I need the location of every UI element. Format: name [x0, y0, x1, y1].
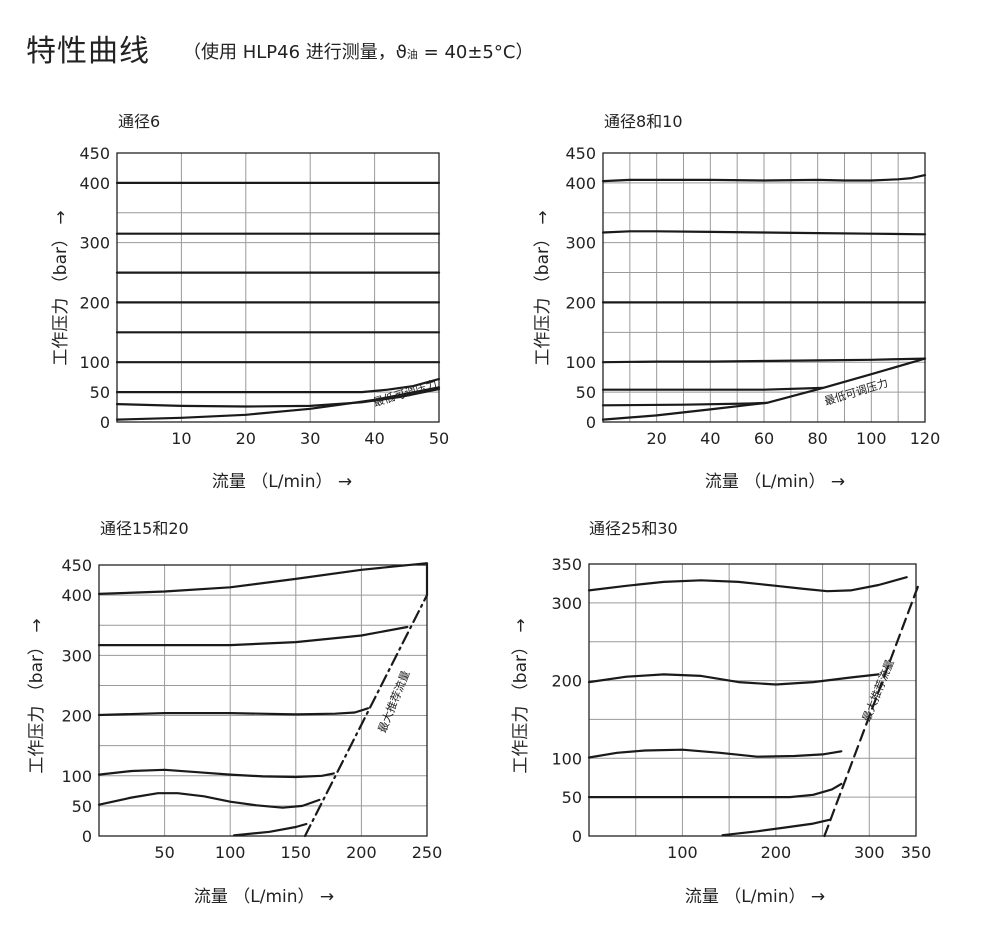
curve-annotation: 最低可调压力 — [372, 378, 439, 410]
curve-0 — [97, 562, 429, 597]
plot-frame — [588, 563, 917, 837]
subtitle-prefix: （使用 HLP46 进行测量，ϑ — [183, 42, 407, 63]
plot-frame — [116, 152, 440, 423]
y-tick-label: 300 — [61, 646, 92, 665]
y-tick-label: 300 — [551, 594, 582, 613]
y-tick-label: 50 — [72, 797, 92, 816]
x-tick-label: 60 — [754, 429, 774, 448]
x-tick-label: 80 — [807, 429, 827, 448]
curve-3 — [601, 357, 927, 364]
x-axis-label: 流量 （L/min） → — [685, 887, 825, 907]
x-tick-label: 40 — [700, 429, 720, 448]
x-tick-label: 300 — [854, 843, 885, 862]
curve-5 — [823, 583, 920, 838]
x-tick-label: 100 — [667, 843, 698, 862]
x-tick-label: 30 — [300, 429, 320, 448]
x-tick-label: 350 — [901, 843, 932, 862]
x-tick-label: 40 — [364, 429, 384, 448]
curve-6 — [303, 593, 429, 838]
curve-3 — [587, 782, 843, 799]
y-tick-label: 0 — [572, 827, 582, 846]
x-tick-label: 200 — [761, 843, 792, 862]
y-tick-label: 350 — [551, 555, 582, 574]
curve-annotation: 最大推荐流量 — [375, 668, 413, 734]
x-tick-label: 20 — [236, 429, 256, 448]
x-tick-label: 120 — [910, 429, 941, 448]
curve-1 — [601, 230, 927, 236]
x-tick-label: 100 — [856, 429, 887, 448]
y-tick-label: 450 — [565, 144, 596, 163]
y-tick-label: 300 — [565, 234, 596, 253]
curve-2 — [97, 707, 370, 717]
curve-4 — [721, 818, 832, 837]
curve-8 — [115, 386, 441, 421]
curve-0 — [601, 174, 927, 183]
x-axis-label: 流量 （L/min） → — [194, 887, 334, 907]
chart-title: 通径6 — [118, 112, 160, 131]
y-tick-label: 200 — [79, 293, 110, 312]
curve-1 — [97, 625, 409, 647]
page-title: 特性曲线 — [26, 34, 150, 69]
y-tick-label: 200 — [551, 672, 582, 691]
x-tick-label: 150 — [281, 843, 312, 862]
curve-7 — [115, 388, 441, 408]
curve-6 — [115, 377, 441, 394]
x-axis-label: 流量 （L/min） → — [212, 472, 352, 492]
y-tick-label: 50 — [90, 383, 110, 402]
curve-4 — [601, 386, 825, 391]
plot-frame — [602, 152, 926, 423]
y-tick-label: 0 — [586, 413, 596, 432]
y-tick-label: 50 — [576, 383, 596, 402]
y-tick-label: 400 — [565, 174, 596, 193]
x-tick-label: 100 — [215, 843, 246, 862]
plot-frame — [98, 564, 428, 837]
y-tick-label: 50 — [562, 788, 582, 807]
y-tick-label: 200 — [61, 707, 92, 726]
y-tick-label: 450 — [79, 144, 110, 163]
x-tick-label: 50 — [429, 429, 449, 448]
y-axis-label: 工作压力 （bar） → — [51, 210, 71, 365]
x-tick-label: 20 — [646, 429, 666, 448]
y-tick-label: 300 — [79, 234, 110, 253]
curve-6 — [601, 357, 927, 421]
subtitle-subscript: 油 — [406, 48, 418, 61]
x-axis-label: 流量 （L/min） → — [705, 472, 845, 492]
y-tick-label: 400 — [79, 174, 110, 193]
curve-2 — [587, 748, 843, 759]
y-tick-label: 0 — [82, 827, 92, 846]
y-tick-label: 200 — [565, 293, 596, 312]
y-tick-label: 100 — [79, 353, 110, 372]
y-tick-label: 100 — [551, 749, 582, 768]
x-tick-label: 10 — [171, 429, 191, 448]
x-tick-label: 200 — [346, 843, 377, 862]
chart-title: 通径8和10 — [604, 112, 683, 131]
curve-annotation: 最低可调压力 — [823, 376, 890, 408]
curve-3 — [97, 768, 335, 779]
y-tick-label: 0 — [100, 413, 110, 432]
y-axis-label: 工作压力 （bar） → — [27, 618, 47, 773]
y-tick-label: 100 — [565, 353, 596, 372]
chart-title: 通径25和30 — [589, 519, 678, 538]
y-tick-label: 450 — [61, 556, 92, 575]
curve-5 — [601, 401, 768, 407]
curve-annotation: 最大推荐流量 — [859, 657, 897, 723]
y-axis-label: 工作压力 （bar） → — [511, 618, 531, 773]
subtitle-suffix: = 40±5°C） — [417, 42, 534, 63]
curve-4 — [97, 792, 321, 809]
page-subtitle: （使用 HLP46 进行测量，ϑ油 = 40±5°C） — [183, 38, 533, 64]
x-tick-label: 50 — [154, 843, 174, 862]
y-axis-label: 工作压力 （bar） → — [533, 210, 553, 365]
chart-title: 通径15和20 — [100, 519, 189, 538]
curve-1 — [587, 673, 880, 686]
curve-5 — [233, 822, 308, 837]
x-tick-label: 250 — [412, 843, 443, 862]
y-tick-label: 100 — [61, 767, 92, 786]
y-tick-label: 400 — [61, 586, 92, 605]
curve-0 — [587, 576, 908, 593]
